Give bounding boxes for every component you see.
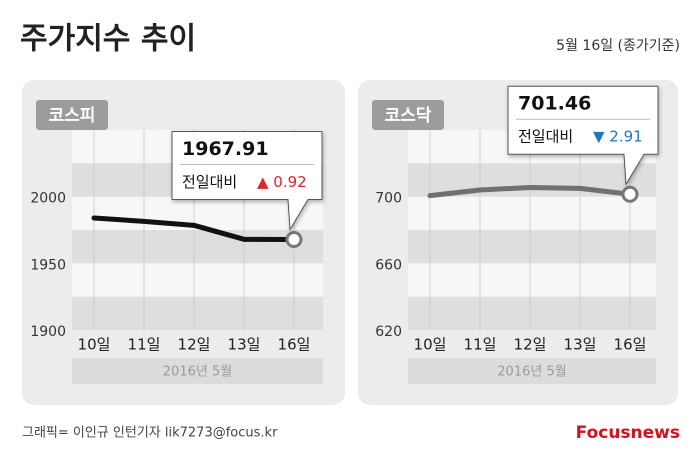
line <box>91 215 297 242</box>
change-value: ▲ 0.92 <box>257 173 307 191</box>
x-tick-label: 11일 <box>128 336 161 354</box>
x-tick-label: 16일 <box>614 336 647 354</box>
grid-band <box>72 296 323 330</box>
callout-value: 1967.91 <box>182 138 269 160</box>
last-point <box>285 230 303 248</box>
callout <box>507 85 659 186</box>
x-tick-label: 10일 <box>78 336 111 354</box>
x-axis-label: 2016년 5월 <box>497 365 566 380</box>
y-tick-label: 660 <box>375 257 402 273</box>
credit: 그래픽= 이인규 인턴기자 lik7273@focus.kr <box>22 426 278 441</box>
last-point <box>621 185 639 203</box>
date-note: 5월 16일 (종가기준) <box>556 38 680 54</box>
panel-label-bg <box>36 100 108 130</box>
x-tick-label: 11일 <box>464 336 497 354</box>
grid-band <box>408 230 656 264</box>
callout <box>171 130 323 232</box>
x-axis-label: 2016년 5월 <box>163 365 232 380</box>
change-text: 전일대비 <box>518 128 573 146</box>
y-tick-label: 2000 <box>30 191 66 207</box>
x-tick-label: 13일 <box>228 336 261 354</box>
x-label-band <box>72 358 323 384</box>
grid-band <box>408 296 656 330</box>
y-tick-label: 1900 <box>30 324 66 340</box>
x-tick-label: 10일 <box>414 336 447 354</box>
title: 주가지수 추이 <box>20 22 196 57</box>
panel-label: 코스닥 <box>385 106 432 126</box>
panel-label-bg <box>372 100 444 130</box>
x-tick-label: 16일 <box>278 336 311 354</box>
change-text: 전일대비 <box>182 173 237 191</box>
logo: Focusnews <box>576 423 680 443</box>
x-tick-label: 12일 <box>514 336 547 354</box>
change-value: ▼ 2.91 <box>593 128 643 146</box>
y-tick-label: 620 <box>375 324 402 340</box>
x-tick-label: 12일 <box>178 336 211 354</box>
grid-band <box>72 230 323 264</box>
x-label-band <box>408 358 656 384</box>
line <box>427 185 633 199</box>
y-tick-label: 1950 <box>30 257 66 273</box>
x-tick-label: 13일 <box>564 336 597 354</box>
panel-label: 코스피 <box>49 106 96 126</box>
y-tick-label: 700 <box>375 191 402 207</box>
callout-value: 701.46 <box>518 93 591 115</box>
